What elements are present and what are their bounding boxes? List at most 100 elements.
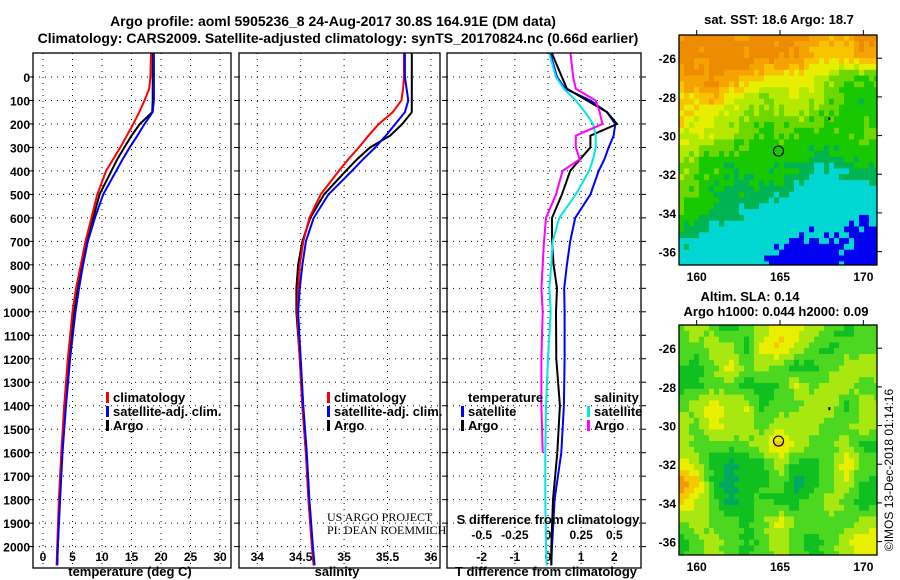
heatmap-cell xyxy=(844,383,850,390)
heatmap-cell xyxy=(744,359,750,366)
heatmap-cell xyxy=(804,545,810,552)
heatmap-cell xyxy=(874,551,878,556)
heatmap-cell xyxy=(749,388,755,395)
heatmap-cell xyxy=(854,209,860,216)
heatmap-cell xyxy=(704,429,710,436)
s-diff-tick-label: -0.5 xyxy=(471,528,492,542)
heatmap-cell xyxy=(764,522,770,529)
heatmap-cell xyxy=(714,75,720,82)
heatmap-cell xyxy=(794,209,800,216)
heatmap-cell xyxy=(719,528,725,535)
heatmap-cell xyxy=(769,46,775,53)
heatmap-cell xyxy=(799,58,805,65)
heatmap-cell xyxy=(694,516,700,523)
heatmap-cell xyxy=(824,122,830,129)
lat-tick-label: -34 xyxy=(659,497,677,511)
heatmap-cell xyxy=(689,261,695,266)
heatmap-cell xyxy=(824,46,830,53)
heatmap-cell xyxy=(869,81,875,88)
heatmap-cell xyxy=(874,522,878,529)
heatmap-cell xyxy=(774,388,780,395)
heatmap-cell xyxy=(824,342,830,349)
heatmap-cell xyxy=(749,81,755,88)
heatmap-cell xyxy=(774,371,780,378)
heatmap-cell xyxy=(859,203,865,210)
heatmap-cell xyxy=(829,551,835,556)
heatmap-cell xyxy=(734,151,740,158)
heatmap-cell xyxy=(774,458,780,465)
heatmap-cell xyxy=(749,522,755,529)
heatmap-cell xyxy=(859,429,865,436)
heatmap-cell xyxy=(739,487,745,494)
heatmap-cell xyxy=(749,185,755,193)
heatmap-cell xyxy=(764,116,770,123)
difference-line-t-satellite xyxy=(549,53,617,566)
heatmap-cell xyxy=(709,209,715,216)
heatmap-cell xyxy=(709,446,715,453)
heatmap-cell xyxy=(869,133,875,140)
heatmap-cell xyxy=(729,458,735,465)
heatmap-cell xyxy=(694,87,700,94)
heatmap-cell xyxy=(699,127,705,134)
heatmap-cell xyxy=(779,214,785,222)
heatmap-cell xyxy=(714,348,720,355)
heatmap-cell xyxy=(804,510,810,517)
heatmap-cell xyxy=(869,539,875,546)
heatmap-cell xyxy=(809,168,815,175)
heatmap-cell xyxy=(709,522,715,529)
heatmap-cell xyxy=(874,220,878,227)
heatmap-cell xyxy=(794,441,800,448)
s-diff-tick-label: 0.5 xyxy=(606,528,623,542)
heatmap-cell xyxy=(704,69,710,76)
heatmap-cell xyxy=(704,52,710,59)
heatmap-cell xyxy=(839,429,845,436)
heatmap-cell xyxy=(764,122,770,129)
heatmap-cell xyxy=(814,238,820,245)
heatmap-cell xyxy=(809,533,815,541)
heatmap-cell xyxy=(874,122,878,129)
heatmap-cell xyxy=(744,464,750,471)
heatmap-cell xyxy=(754,423,760,430)
heatmap-cell xyxy=(804,104,810,111)
heatmap-cell xyxy=(849,533,855,541)
heatmap-cell xyxy=(774,429,780,436)
heatmap-cell xyxy=(824,354,830,361)
heatmap-cell xyxy=(854,388,860,395)
heatmap-cell xyxy=(839,487,845,494)
heatmap-cell xyxy=(704,133,710,140)
heatmap-cell xyxy=(689,423,695,430)
heatmap-cell xyxy=(774,383,780,390)
heatmap-cell xyxy=(804,249,810,256)
heatmap-cell xyxy=(739,122,745,129)
heatmap-cell xyxy=(694,209,700,216)
heatmap-cell xyxy=(739,458,745,465)
heatmap-cell xyxy=(744,481,750,488)
heatmap-cell xyxy=(739,528,745,535)
heatmap-cell xyxy=(734,191,740,198)
heatmap-cell xyxy=(854,423,860,430)
heatmap-cell xyxy=(754,81,760,88)
heatmap-cell xyxy=(719,180,725,187)
heatmap-cell xyxy=(774,504,780,512)
heatmap-cell xyxy=(859,406,865,413)
heatmap-cell xyxy=(719,209,725,216)
heatmap-cell xyxy=(809,539,815,546)
heatmap-cell xyxy=(739,133,745,140)
heatmap-cell xyxy=(814,522,820,529)
heatmap-cell xyxy=(804,156,810,163)
heatmap-cell xyxy=(749,348,755,355)
heatmap-cell xyxy=(784,162,790,169)
heatmap-cell xyxy=(854,528,860,535)
heatmap-cell xyxy=(789,330,795,337)
heatmap-cell xyxy=(874,359,878,366)
heatmap-cell xyxy=(749,209,755,216)
heatmap-cell xyxy=(699,209,705,216)
heatmap-cell xyxy=(699,504,705,512)
heatmap-cell xyxy=(724,232,730,239)
heatmap-cell xyxy=(764,487,770,494)
heatmap-cell xyxy=(809,470,815,477)
heatmap-cell xyxy=(694,504,700,512)
heatmap-cell xyxy=(864,40,870,47)
heatmap-cell xyxy=(779,185,785,193)
heatmap-cell xyxy=(844,156,850,163)
